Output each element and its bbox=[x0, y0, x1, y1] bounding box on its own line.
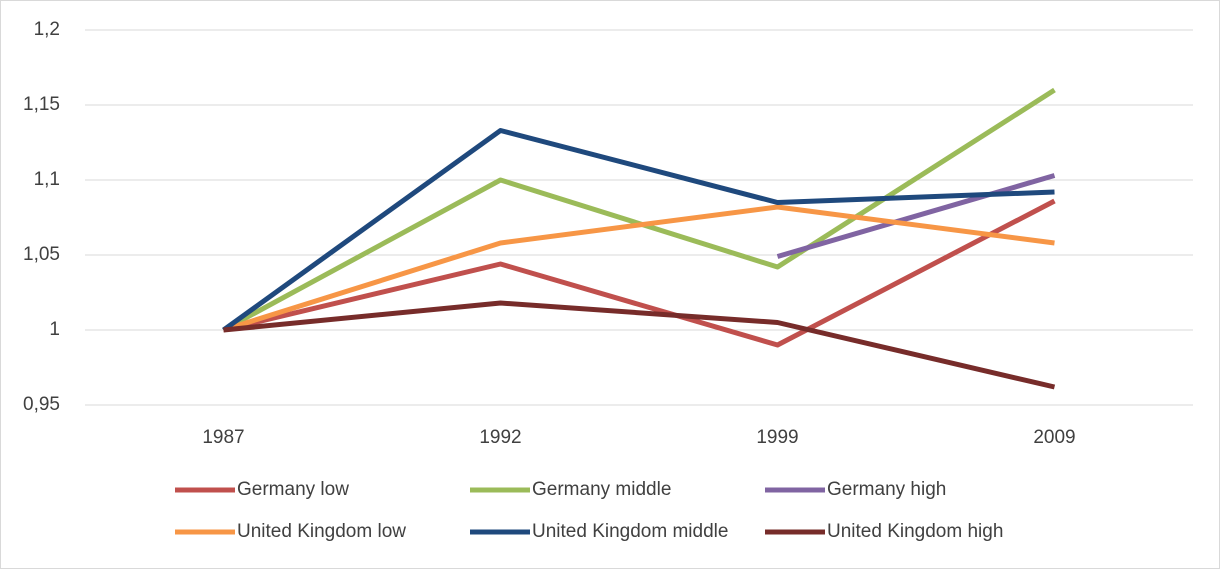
legend-label: United Kingdom low bbox=[237, 521, 406, 542]
legend-label: Germany middle bbox=[532, 479, 671, 500]
y-tick-label: 1,2 bbox=[34, 19, 60, 40]
series-line bbox=[222, 128, 1055, 333]
y-tick-label: 1,05 bbox=[23, 244, 60, 265]
series-line bbox=[776, 173, 1056, 259]
legend-label: Germany high bbox=[827, 479, 946, 500]
x-tick-label: 1992 bbox=[479, 427, 521, 448]
x-tick-label: 2009 bbox=[1033, 427, 1075, 448]
y-tick-label: 1,15 bbox=[23, 94, 60, 115]
x-tick-label: 1987 bbox=[202, 427, 244, 448]
legend-label: United Kingdom high bbox=[827, 521, 1003, 542]
series-line bbox=[223, 300, 1056, 390]
series-line bbox=[222, 198, 1056, 348]
y-tick-label: 1,1 bbox=[34, 169, 60, 190]
y-tick-label: 0,95 bbox=[23, 394, 60, 415]
series-line bbox=[222, 204, 1055, 333]
legend-label: United Kingdom middle bbox=[532, 521, 728, 542]
y-tick-label: 1 bbox=[49, 319, 60, 340]
x-tick-label: 1999 bbox=[756, 427, 798, 448]
legend-label: Germany low bbox=[237, 479, 349, 500]
